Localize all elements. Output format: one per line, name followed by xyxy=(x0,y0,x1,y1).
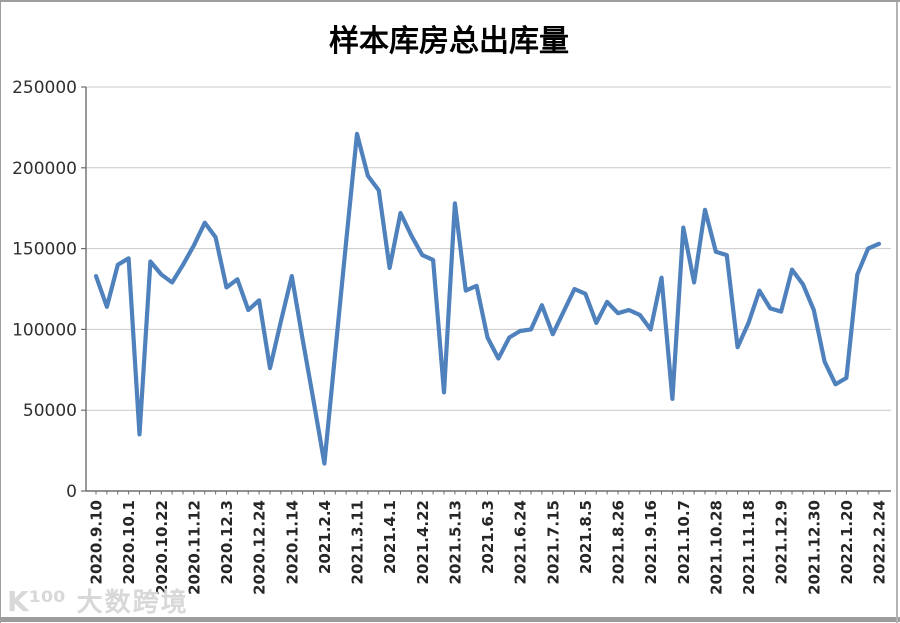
svg-text:2021.4.22: 2021.4.22 xyxy=(414,500,432,584)
svg-text:2021.10.7: 2021.10.7 xyxy=(675,500,693,584)
svg-text:50000: 50000 xyxy=(23,401,77,421)
svg-text:250000: 250000 xyxy=(12,78,77,98)
right-border xyxy=(896,2,898,623)
chart-title: 样本库房总出库量 xyxy=(329,25,569,58)
svg-text:2021.4.1: 2021.4.1 xyxy=(381,500,399,574)
svg-text:2021.2.4: 2021.2.4 xyxy=(316,500,334,574)
svg-text:0: 0 xyxy=(66,482,77,502)
svg-text:2021.11.18: 2021.11.18 xyxy=(740,500,758,595)
svg-text:2022.2.24: 2022.2.24 xyxy=(871,500,889,584)
svg-text:2021.5.13: 2021.5.13 xyxy=(446,500,464,584)
svg-text:2021.8.5: 2021.8.5 xyxy=(577,500,595,574)
svg-text:2021.7.15: 2021.7.15 xyxy=(544,500,562,584)
svg-text:2020.10.22: 2020.10.22 xyxy=(153,500,171,595)
svg-text:2021.6.3: 2021.6.3 xyxy=(479,500,497,574)
svg-text:2021.12.30: 2021.12.30 xyxy=(805,500,823,595)
svg-text:2021.9.16: 2021.9.16 xyxy=(642,500,660,584)
svg-text:2020.11.12: 2020.11.12 xyxy=(185,500,203,595)
svg-text:2021.10.28: 2021.10.28 xyxy=(707,500,725,595)
watermark-text: 大数跨境 xyxy=(76,588,189,618)
svg-text:2020.9.10: 2020.9.10 xyxy=(88,500,106,584)
svg-text:200000: 200000 xyxy=(12,159,77,179)
watermark: K¹⁰⁰ 大数跨境 xyxy=(7,582,189,619)
svg-text:2020.12.24: 2020.12.24 xyxy=(251,500,269,595)
svg-text:2020.12.3: 2020.12.3 xyxy=(218,500,236,584)
bottom-divider xyxy=(1,617,900,622)
svg-text:2020.10.1: 2020.10.1 xyxy=(120,500,138,584)
svg-text:2021.12.9: 2021.12.9 xyxy=(773,500,791,584)
svg-text:100000: 100000 xyxy=(12,320,77,340)
svg-text:2020.1.14: 2020.1.14 xyxy=(283,500,301,584)
svg-text:2021.3.11: 2021.3.11 xyxy=(349,500,367,584)
svg-text:150000: 150000 xyxy=(12,240,77,260)
svg-text:2022.1.20: 2022.1.20 xyxy=(838,500,856,584)
svg-text:2021.8.26: 2021.8.26 xyxy=(610,500,628,584)
watermark-logo-icon: K¹⁰⁰ xyxy=(7,585,66,618)
svg-text:2021.6.24: 2021.6.24 xyxy=(512,500,530,584)
